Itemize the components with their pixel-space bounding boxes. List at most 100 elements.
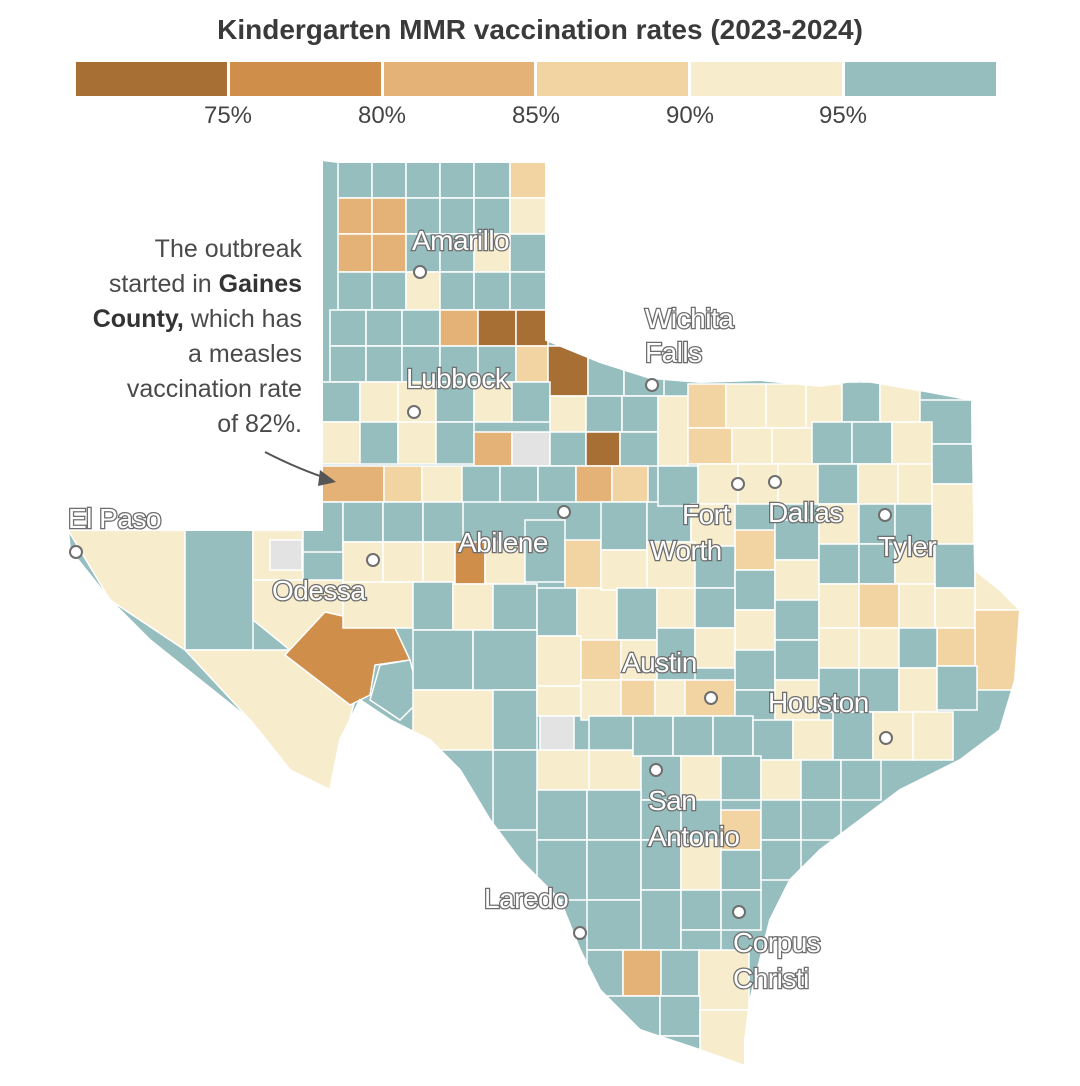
county [931, 483, 975, 545]
city-dot-abilene [557, 505, 571, 519]
color-legend [76, 62, 996, 96]
annotation-line-3: County, which has [20, 302, 302, 337]
county [473, 271, 511, 311]
county [509, 161, 547, 199]
county [694, 627, 736, 669]
county [752, 719, 794, 761]
city-label-antonio: Antonio [648, 821, 739, 852]
county [329, 309, 367, 347]
county [452, 583, 494, 631]
county [511, 381, 551, 423]
county [321, 421, 361, 465]
city-label-amarillo: Amarillo [412, 225, 509, 256]
county [473, 161, 511, 199]
legend-tick-75: 75% [203, 102, 253, 129]
city-label-wichita-1: Wichita [645, 303, 734, 334]
county [936, 665, 978, 711]
county [792, 719, 834, 761]
county [672, 715, 714, 757]
county [564, 539, 602, 589]
county [851, 421, 893, 465]
county [858, 627, 900, 669]
county [412, 581, 454, 631]
county [382, 501, 424, 543]
city-label-houston: Houston [768, 687, 869, 718]
county [760, 759, 802, 801]
county [539, 715, 575, 751]
county [818, 543, 860, 585]
county [588, 715, 634, 751]
county [515, 309, 549, 347]
county [600, 549, 648, 591]
legend-bin-under-75 [76, 62, 230, 96]
city-dot-san-antonio [649, 763, 663, 777]
city-label-odessa: Odessa [272, 575, 366, 606]
county [841, 381, 881, 423]
county [435, 381, 475, 423]
county [580, 639, 622, 681]
county [646, 501, 692, 543]
county [473, 431, 513, 467]
county [774, 599, 820, 641]
county [818, 627, 860, 669]
county [619, 431, 659, 467]
county [337, 233, 373, 273]
county [931, 443, 975, 485]
county [639, 1035, 701, 1066]
county [720, 849, 762, 891]
city-label-worth: Worth [650, 535, 722, 566]
county [720, 755, 762, 801]
county [576, 587, 618, 641]
county [818, 583, 860, 629]
legend-tick-85: 85% [511, 102, 561, 129]
county [898, 667, 938, 713]
county [499, 465, 539, 503]
county [599, 995, 661, 1037]
county [439, 161, 475, 199]
county [898, 627, 938, 669]
county [974, 609, 1020, 691]
county [694, 587, 736, 629]
county [337, 197, 373, 235]
county [412, 689, 494, 751]
county [536, 587, 578, 637]
county [547, 345, 589, 397]
city-dot-fort-worth [731, 477, 745, 491]
city-dot-lubbock [407, 405, 421, 419]
county [383, 465, 423, 503]
county [439, 233, 475, 273]
county [412, 629, 474, 691]
county [321, 381, 361, 423]
county [640, 799, 682, 841]
county [401, 309, 441, 347]
state-outline [66, 158, 1022, 1068]
county [840, 759, 882, 801]
county [439, 271, 475, 311]
legend-bin-80-85 [383, 62, 538, 96]
county [936, 627, 976, 667]
county [337, 161, 373, 199]
annotation-bold-county: County, [92, 305, 184, 333]
county [359, 421, 399, 465]
county [586, 899, 642, 951]
city-label-lubbock: Lubbock [406, 363, 510, 394]
city-label-wichita-2: Falls [645, 337, 702, 368]
county [891, 421, 933, 465]
county [585, 431, 621, 467]
county [898, 583, 936, 629]
county [897, 463, 933, 505]
city-dot-tyler [878, 508, 892, 522]
annotation-text: started in [108, 270, 219, 298]
county [858, 583, 900, 629]
annotation-line-4: a measles [188, 340, 302, 368]
county [68, 529, 186, 652]
legend-tick-80: 80% [357, 102, 407, 129]
county [622, 949, 662, 997]
county [509, 271, 547, 311]
county [435, 421, 475, 465]
county [382, 541, 424, 583]
legend-ticks: 75% 80% 85% 90% 95% [0, 102, 1080, 132]
county [771, 427, 813, 465]
county [509, 197, 547, 235]
county [640, 839, 682, 891]
